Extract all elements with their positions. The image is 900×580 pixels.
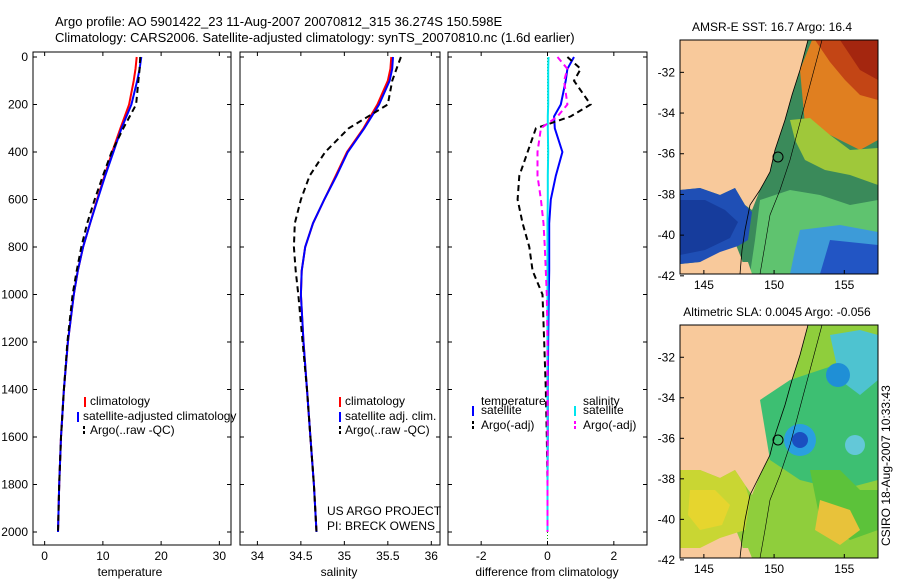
map-y-tick-label: -38 — [658, 472, 676, 486]
temperature-xlabel: temperature — [98, 565, 163, 579]
y-tick-label: 1800 — [1, 478, 28, 492]
legend-label-temp-argo: Argo(-adj) — [481, 418, 534, 432]
pi-label: PI: BRECK OWENS — [327, 519, 435, 533]
legend-label-climatology: climatology — [345, 394, 405, 408]
legend-label-argo: Argo(..raw -QC) — [345, 423, 430, 437]
y-tick-label: 400 — [8, 145, 28, 159]
salinity-xlabel: salinity — [321, 565, 358, 579]
x-tick-label: 34 — [251, 549, 265, 563]
project-label: US ARGO PROJECT — [327, 504, 442, 518]
y-tick-label: 800 — [8, 240, 28, 254]
legend-label-satellite-adjusted: satellite-adjusted climatology — [83, 409, 236, 423]
map-x-tick-label: 145 — [694, 562, 714, 576]
map-y-tick-label: -36 — [658, 431, 676, 445]
map-y-tick-label: -32 — [658, 350, 676, 364]
x-tick-label: 0 — [41, 549, 48, 563]
profile-title: Argo profile: AO 5901422_23 11-Aug-2007 … — [55, 14, 503, 29]
series-line-salinity-satellite — [546, 56, 550, 532]
x-tick-label: 20 — [154, 549, 168, 563]
difference-xlabel: difference from climatology — [475, 565, 618, 579]
x-tick-label: 36 — [425, 549, 439, 563]
sla-map: Altimetric SLA: 0.0045 Argo: -0.056 -32 -… — [658, 305, 879, 576]
legend-label-argo: Argo(..raw -QC) — [90, 423, 175, 437]
legend-label-satellite-adj: satellite adj. clim. — [345, 409, 436, 423]
x-tick-label: 34.5 — [289, 549, 313, 563]
y-tick-label: 2000 — [1, 525, 28, 539]
legend-group-temperature: temperature — [481, 394, 546, 408]
y-tick-label: 1000 — [1, 288, 28, 302]
series-line-salinity-argo-adj- — [536, 56, 569, 532]
y-tick-label: 1200 — [1, 335, 28, 349]
map-y-tick-label: -38 — [658, 187, 676, 201]
sst-map: AMSR-E SST: 16.7 Argo: 16.4 -32 -34 -36 -38… — [658, 20, 879, 292]
series-line-temperature-argo-adj- — [516, 56, 593, 532]
map-y-tick-label: -40 — [658, 228, 676, 242]
y-tick-label: 0 — [21, 50, 28, 64]
sla-map-title: Altimetric SLA: 0.0045 Argo: -0.056 — [683, 305, 871, 319]
map-y-tick-label: -34 — [658, 391, 676, 405]
y-tick-label: 1600 — [1, 430, 28, 444]
difference-panel: -2 0 2 difference from climatology tempera… — [447, 51, 648, 579]
salinity-panel: 34 34.5 35 35.5 36 salinity climatology sate… — [239, 51, 442, 579]
legend-label-sal-argo: Argo(-adj) — [583, 418, 636, 432]
x-tick-label: 2 — [610, 549, 617, 563]
legend-label-climatology: climatology — [90, 394, 150, 408]
x-tick-label: 35.5 — [376, 549, 400, 563]
series-line-satellite-adj-clim- — [299, 56, 394, 533]
argo-float-marker — [772, 434, 784, 446]
legend-group-salinity: salinity — [583, 394, 620, 408]
series-line-argo-raw-qc- — [57, 56, 142, 533]
climatology-subtitle: Climatology: CARS2006. Satellite-adjuste… — [55, 30, 575, 45]
y-tick-label: 200 — [8, 98, 28, 112]
map-y-tick-label: -34 — [658, 106, 676, 120]
x-tick-label: 35 — [338, 549, 352, 563]
map-x-tick-label: 150 — [764, 278, 784, 292]
argo-float-marker — [772, 151, 784, 163]
map-x-tick-label: 155 — [834, 562, 854, 576]
x-tick-label: 0 — [544, 549, 551, 563]
series-line-argo-raw-qc- — [292, 56, 402, 533]
x-tick-label: -2 — [476, 549, 487, 563]
y-tick-label: 600 — [8, 193, 28, 207]
legend-label-sal-satellite: satellite — [583, 403, 624, 417]
sst-map-title: AMSR-E SST: 16.7 Argo: 16.4 — [692, 20, 852, 34]
map-y-tick-label: -36 — [658, 147, 676, 161]
x-tick-label: 30 — [213, 549, 227, 563]
legend-label-temp-satellite: satellite — [481, 403, 522, 417]
temperature-panel: 0 10 20 30 0 200 400 600 800 1000 1200 1400 1600 1800… — [1, 50, 236, 579]
temperature-axes — [32, 51, 232, 546]
map-y-tick-label: -40 — [658, 512, 676, 526]
map-x-tick-label: 145 — [694, 278, 714, 292]
map-y-tick-label: -42 — [658, 269, 676, 283]
map-x-tick-label: 155 — [834, 278, 854, 292]
map-y-tick-label: -32 — [658, 65, 676, 79]
x-tick-label: 10 — [96, 549, 110, 563]
map-x-tick-label: 150 — [764, 562, 784, 576]
y-tick-label: 1400 — [1, 383, 28, 397]
salinity-axes — [239, 51, 441, 546]
map-y-tick-label: -42 — [658, 553, 676, 567]
